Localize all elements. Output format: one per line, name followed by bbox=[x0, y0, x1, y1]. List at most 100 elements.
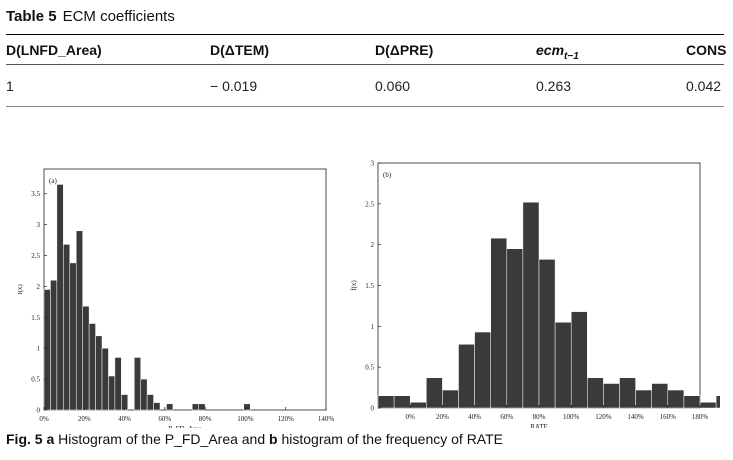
x-tick-label: 100% bbox=[563, 413, 580, 421]
table-caption: Table 5 ECM coefficients bbox=[6, 8, 175, 25]
table-bottom-rule bbox=[6, 106, 724, 107]
caption-b-label: b bbox=[269, 431, 278, 447]
figure-caption: Fig. 5 a Histogram of the P_FD_Area and … bbox=[6, 431, 503, 447]
y-tick-label: 3.5 bbox=[31, 190, 40, 198]
y-axis-label: f(x) bbox=[18, 284, 24, 295]
histogram-bar bbox=[570, 311, 588, 409]
caption-text-1: Histogram of the P_FD_Area and bbox=[58, 431, 266, 447]
x-tick-label: 60% bbox=[158, 415, 171, 423]
histogram-bar bbox=[146, 394, 154, 411]
cell-delta-pre: 0.060 bbox=[375, 78, 411, 94]
cell-lnfd-area: 1 bbox=[6, 78, 14, 94]
y-tick-label: 0 bbox=[37, 407, 41, 415]
histogram-bar bbox=[393, 395, 411, 409]
histogram-bar bbox=[108, 375, 116, 411]
x-tick-label: 140% bbox=[627, 413, 644, 421]
ecm-symbol: ecm bbox=[536, 42, 565, 58]
header-cons: CONS bbox=[686, 42, 727, 58]
histogram-bar bbox=[651, 383, 669, 409]
y-tick-label: 3 bbox=[371, 160, 375, 168]
histogram-bar bbox=[88, 323, 96, 411]
figure-label: Fig. 5 bbox=[6, 431, 43, 447]
header-lnfd-area: D(LNFD_Area) bbox=[6, 42, 102, 58]
y-tick-label: 1 bbox=[371, 323, 375, 331]
table-title: ECM coefficients bbox=[62, 8, 175, 25]
y-tick-label: 0.5 bbox=[31, 376, 40, 384]
histogram-bar bbox=[635, 389, 652, 409]
histogram-bar bbox=[426, 377, 443, 409]
table-header-rule bbox=[6, 64, 724, 65]
x-tick-label: 160% bbox=[660, 413, 677, 421]
x-axis-label: P_FD_Area bbox=[168, 425, 202, 428]
histogram-bar bbox=[43, 289, 51, 411]
panel-label: (a) bbox=[49, 177, 57, 185]
histogram-bar bbox=[114, 357, 122, 411]
histogram-bar bbox=[75, 230, 83, 411]
x-tick-label: 20% bbox=[78, 415, 91, 423]
histogram-bar bbox=[474, 331, 491, 409]
x-tick-label: 120% bbox=[278, 415, 295, 423]
x-tick-label: 20% bbox=[436, 413, 449, 421]
table-number: Table 5 bbox=[6, 8, 57, 25]
histogram-a: 0% 20% 40% 60% 80% 100% 120% 140% 0 0.5 1 1.5 2 2.5 3 3… bbox=[18, 168, 335, 428]
ecm-subscript: t−1 bbox=[564, 51, 579, 62]
header-delta-tem: D(ΔTEM) bbox=[210, 42, 270, 58]
y-tick-label: 0 bbox=[371, 405, 375, 413]
table-top-rule bbox=[6, 34, 724, 35]
y-axis-label: f(x) bbox=[350, 280, 358, 291]
histogram-bar bbox=[699, 402, 717, 409]
histogram-bar bbox=[554, 322, 572, 409]
x-tick-label: 40% bbox=[468, 413, 481, 421]
histogram-bar bbox=[683, 395, 701, 409]
histogram-bar bbox=[82, 305, 90, 411]
header-ecm: ecmt−1 bbox=[536, 42, 579, 62]
caption-text-2: histogram of the frequency of RATE bbox=[281, 431, 503, 447]
y-tick-label: 2 bbox=[371, 241, 375, 249]
histogram-bar bbox=[140, 378, 148, 411]
y-tick-label: 1.5 bbox=[365, 282, 374, 290]
panel-label: (b) bbox=[383, 171, 392, 179]
histogram-bar bbox=[101, 347, 109, 411]
y-tick-label: 1 bbox=[37, 345, 41, 353]
x-tick-label: 140% bbox=[318, 415, 335, 423]
x-tick-label: 60% bbox=[500, 413, 513, 421]
histogram-b: 0% 20% 40% 60% 80% 100% 120% 140% 160% 180% 0 0.5 1 1… bbox=[350, 160, 720, 428]
header-delta-pre: D(ΔPRE) bbox=[375, 42, 434, 58]
x-tick-label: 0% bbox=[406, 413, 416, 421]
x-axis-label: RATE bbox=[530, 423, 548, 428]
histogram-bar bbox=[133, 357, 141, 411]
histogram-bar bbox=[458, 344, 475, 409]
histogram-bar bbox=[522, 201, 540, 409]
y-tick-label: 2.5 bbox=[365, 200, 374, 208]
histogram-bar bbox=[587, 377, 604, 409]
x-tick-label: 40% bbox=[118, 415, 131, 423]
histogram-bar bbox=[442, 389, 459, 409]
histogram-bar bbox=[619, 377, 636, 409]
cell-cons: 0.042 bbox=[686, 78, 722, 94]
histogram-bar bbox=[715, 395, 720, 409]
y-tick-label: 2.5 bbox=[31, 252, 40, 260]
y-tick-label: 0.5 bbox=[365, 364, 374, 372]
histogram-bar bbox=[667, 389, 685, 409]
histogram-bar bbox=[166, 403, 174, 411]
x-tick-label: 80% bbox=[533, 413, 546, 421]
histogram-bar bbox=[409, 402, 427, 409]
histogram-bar bbox=[192, 403, 199, 411]
histogram-bar bbox=[243, 403, 251, 411]
cell-delta-tem: − 0.019 bbox=[210, 78, 258, 94]
y-tick-label: 1.5 bbox=[31, 314, 40, 322]
x-tick-label: 0% bbox=[39, 415, 49, 423]
y-tick-label: 3 bbox=[37, 221, 41, 229]
x-tick-label: 80% bbox=[199, 415, 212, 423]
histogram-bar bbox=[538, 259, 556, 409]
histogram-bar bbox=[490, 237, 508, 409]
histogram-bar bbox=[69, 262, 77, 411]
cell-ecm: 0.263 bbox=[536, 78, 572, 94]
x-tick-label: 180% bbox=[692, 413, 709, 421]
histogram-bar bbox=[198, 403, 206, 411]
histogram-bar bbox=[95, 335, 103, 411]
caption-a-label: a bbox=[46, 431, 55, 447]
histogram-bar bbox=[603, 383, 620, 409]
x-tick-label: 100% bbox=[237, 415, 254, 423]
histogram-bar bbox=[50, 279, 58, 411]
